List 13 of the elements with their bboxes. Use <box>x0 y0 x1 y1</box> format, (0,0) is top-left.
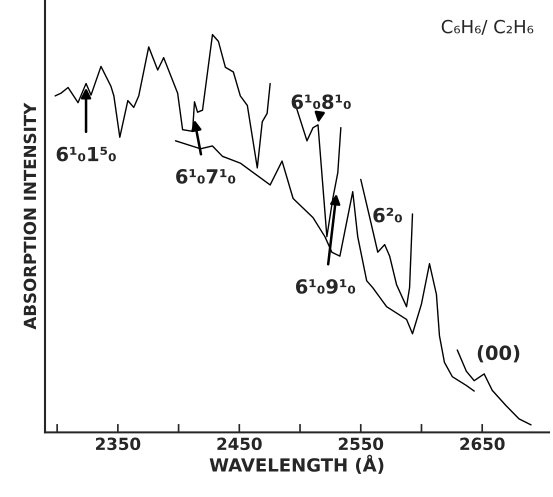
annotation: 6¹₀7¹₀ <box>176 169 236 184</box>
x-tick-label: 2450 <box>217 438 262 450</box>
annotation: 6¹₀8¹₀ <box>292 94 351 110</box>
x-tick-label: 2650 <box>460 438 505 450</box>
x-tick-label: 2350 <box>96 438 140 450</box>
x-tick-label: 2550 <box>338 438 384 450</box>
x-axis-title: WAVELENGTH (Å) <box>210 454 384 474</box>
annotation: (00) <box>478 345 520 362</box>
annotation: 6²₀ <box>373 208 402 222</box>
y-axis-title: ABSORPTION INTENSITY <box>24 102 36 330</box>
chart-title: C₆H₆/ C₂H₆ <box>442 20 534 35</box>
annotation: 6¹₀1⁵₀ <box>56 146 116 162</box>
annotation: 6¹₀9¹₀ <box>296 279 356 294</box>
